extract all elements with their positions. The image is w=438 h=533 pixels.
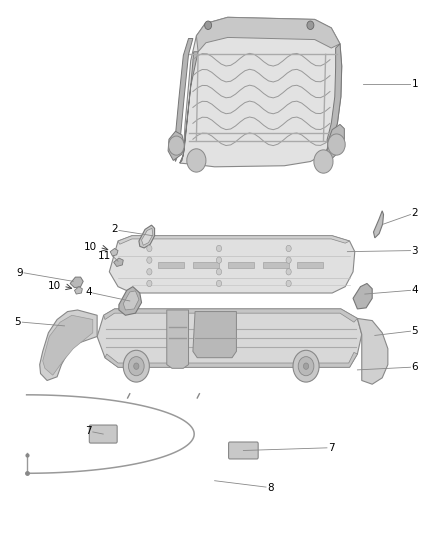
Circle shape xyxy=(147,280,152,287)
Text: 1: 1 xyxy=(411,78,418,88)
Polygon shape xyxy=(123,291,139,310)
Circle shape xyxy=(128,357,144,376)
Polygon shape xyxy=(374,211,384,238)
Polygon shape xyxy=(357,318,388,384)
Circle shape xyxy=(298,357,314,376)
Polygon shape xyxy=(193,312,237,358)
Circle shape xyxy=(286,245,291,252)
Circle shape xyxy=(293,350,319,382)
Circle shape xyxy=(134,363,139,369)
Circle shape xyxy=(205,21,212,29)
Polygon shape xyxy=(180,52,198,163)
FancyBboxPatch shape xyxy=(229,442,258,459)
Circle shape xyxy=(147,245,152,252)
Circle shape xyxy=(123,350,149,382)
Polygon shape xyxy=(327,44,342,143)
Circle shape xyxy=(216,280,222,287)
Circle shape xyxy=(216,269,222,275)
Polygon shape xyxy=(139,225,155,248)
Text: 4: 4 xyxy=(411,285,418,295)
Circle shape xyxy=(286,257,291,263)
Polygon shape xyxy=(74,287,82,294)
FancyBboxPatch shape xyxy=(89,425,117,443)
Circle shape xyxy=(147,257,152,263)
Polygon shape xyxy=(196,17,340,52)
Text: 4: 4 xyxy=(85,287,92,297)
Text: 2: 2 xyxy=(411,208,418,219)
Polygon shape xyxy=(297,262,323,268)
Text: 10: 10 xyxy=(84,242,97,252)
Polygon shape xyxy=(110,236,355,293)
Text: 7: 7 xyxy=(85,426,92,436)
Circle shape xyxy=(216,245,222,252)
Text: 7: 7 xyxy=(328,443,335,453)
Text: 5: 5 xyxy=(411,326,418,336)
Polygon shape xyxy=(114,258,123,266)
Text: 3: 3 xyxy=(411,246,418,256)
Polygon shape xyxy=(118,236,350,244)
Polygon shape xyxy=(105,352,357,367)
Polygon shape xyxy=(70,277,83,288)
Text: 8: 8 xyxy=(267,483,273,493)
Polygon shape xyxy=(110,248,118,256)
Polygon shape xyxy=(97,309,362,367)
Text: 2: 2 xyxy=(111,224,118,235)
Circle shape xyxy=(187,149,206,172)
Polygon shape xyxy=(180,17,342,167)
Circle shape xyxy=(314,150,333,173)
Polygon shape xyxy=(43,316,93,375)
Text: 9: 9 xyxy=(17,268,23,278)
Polygon shape xyxy=(167,310,188,368)
Circle shape xyxy=(304,363,309,369)
Circle shape xyxy=(169,136,184,155)
Polygon shape xyxy=(119,287,141,316)
Polygon shape xyxy=(327,124,344,160)
Polygon shape xyxy=(262,262,289,268)
Text: 10: 10 xyxy=(47,280,60,290)
Circle shape xyxy=(216,257,222,263)
Polygon shape xyxy=(141,228,153,245)
Text: 5: 5 xyxy=(14,317,21,327)
Circle shape xyxy=(328,134,345,155)
Circle shape xyxy=(147,269,152,275)
Text: 11: 11 xyxy=(98,251,111,261)
Text: 6: 6 xyxy=(411,362,418,372)
Circle shape xyxy=(286,280,291,287)
Circle shape xyxy=(307,21,314,29)
Polygon shape xyxy=(228,262,254,268)
Polygon shape xyxy=(193,262,219,268)
Polygon shape xyxy=(168,131,184,160)
Polygon shape xyxy=(353,284,372,309)
Polygon shape xyxy=(104,309,357,322)
Circle shape xyxy=(286,269,291,275)
Polygon shape xyxy=(174,38,193,161)
Polygon shape xyxy=(40,310,97,381)
Polygon shape xyxy=(158,262,184,268)
